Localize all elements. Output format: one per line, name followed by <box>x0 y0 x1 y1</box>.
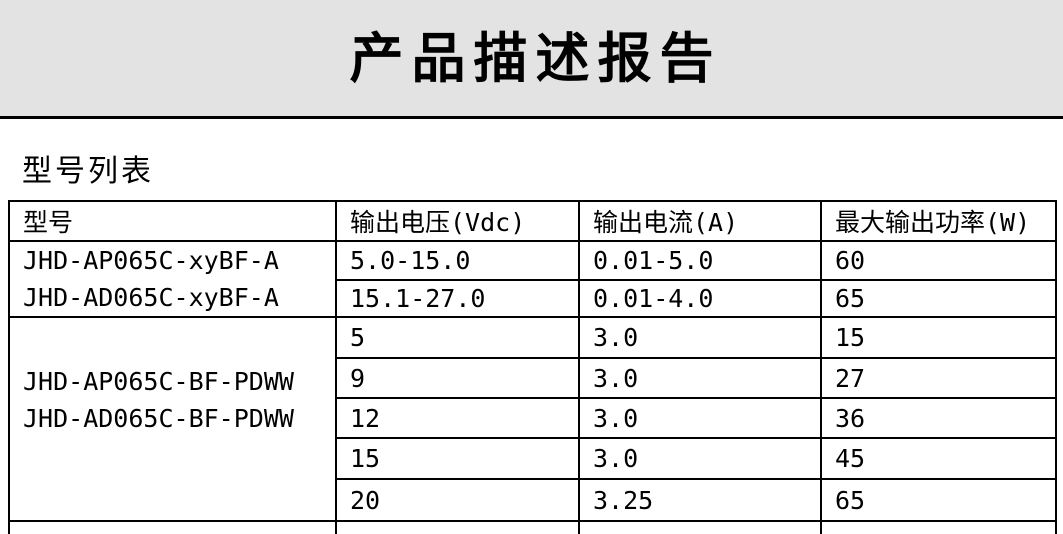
power-cell: 27 <box>820 357 1057 399</box>
voltage-cell: 5 <box>335 316 580 359</box>
table-header-row: 型号 输出电压(Vdc) 输出电流(A) 最大输出功率(W) <box>8 200 1057 242</box>
table-row: 20 3.25 65 <box>9 478 1057 522</box>
current-cell: 3.0 <box>578 437 822 480</box>
voltage-cell: 15 <box>335 437 580 480</box>
report-title-band: 产品描述报告 <box>0 0 1063 119</box>
model-list-table: 型号 输出电压(Vdc) 输出电流(A) 最大输出功率(W) JHD-AP065… <box>8 200 1057 534</box>
model-name: JHD-AP065C-xyBF-A <box>23 246 279 275</box>
table-row: 12 3.0 36 <box>9 397 1057 439</box>
current-cell: 3.0 <box>578 316 822 359</box>
model-cell-group-1: JHD-AP065C-xyBF-A JHD-AD065C-xyBF-A <box>8 240 337 318</box>
column-header-output-voltage: 输出电压(Vdc) <box>335 200 580 242</box>
power-cell: 65 <box>820 478 1057 522</box>
section-heading-model-list: 型号列表 <box>22 154 154 189</box>
table-row: 15.1-27.0 0.01-4.0 65 <box>9 279 1057 318</box>
column-header-max-output-power: 最大输出功率(W) <box>820 200 1057 242</box>
table-row: 15 3.0 45 <box>9 437 1057 480</box>
power-cell: 45 <box>820 437 1057 480</box>
table-row: JHD-AP065C-BF-PDWW JHD-AD065C-BF-PDWW 5 … <box>8 316 1057 522</box>
current-cell <box>578 520 822 534</box>
power-cell: 60 <box>820 240 1057 281</box>
power-cell: 15 <box>820 316 1057 359</box>
model-name: JHD-AD065C-BF-PDWW <box>23 404 294 433</box>
current-cell: 0.01-5.0 <box>578 240 822 281</box>
power-cell <box>820 520 1057 534</box>
voltage-cell: 5.0-15.0 <box>335 240 580 281</box>
column-header-output-current: 输出电流(A) <box>578 200 822 242</box>
voltage-cell: 15.1-27.0 <box>335 279 580 318</box>
model-cell-group-2: JHD-AP065C-BF-PDWW JHD-AD065C-BF-PDWW <box>8 316 337 522</box>
model-name: JHD-AD065C-xyBF-A <box>23 283 279 312</box>
current-cell: 3.0 <box>578 397 822 439</box>
voltage-cell: 20 <box>335 478 580 522</box>
power-cell: 36 <box>820 397 1057 439</box>
column-header-model: 型号 <box>8 200 337 242</box>
table-row: 9 3.0 27 <box>9 357 1057 399</box>
table-row-partial <box>8 520 1057 534</box>
model-name: JHD-AP065C-BF-PDWW <box>23 367 294 396</box>
page-title: 产品描述报告 <box>349 26 722 90</box>
power-cell: 65 <box>820 279 1057 318</box>
model-cell <box>8 520 337 534</box>
current-cell: 0.01-4.0 <box>578 279 822 318</box>
voltage-cell: 9 <box>335 357 580 399</box>
voltage-cell <box>335 520 580 534</box>
voltage-cell: 12 <box>335 397 580 439</box>
current-cell: 3.25 <box>578 478 822 522</box>
table-row: JHD-AP065C-xyBF-A JHD-AD065C-xyBF-A 5.0-… <box>8 240 1057 318</box>
current-cell: 3.0 <box>578 357 822 399</box>
